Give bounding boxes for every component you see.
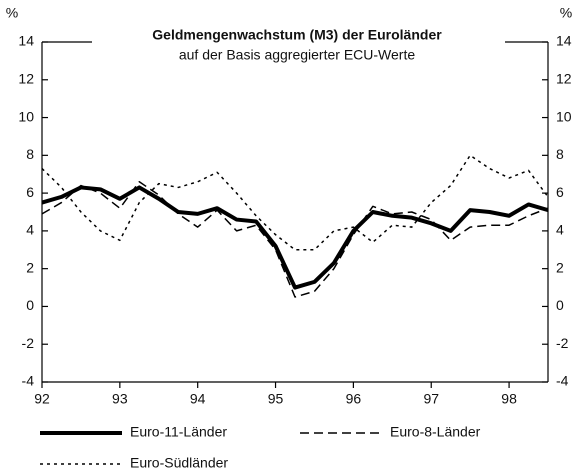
y2-tick-label: 8 (556, 146, 564, 162)
y2-tick-label: -2 (556, 335, 569, 351)
y2-tick-label: 2 (556, 259, 564, 275)
chart-title: Geldmengenwachstum (M3) der Euroländer (152, 27, 442, 43)
legend-label: Euro-11-Länder (130, 424, 227, 440)
y-tick-label: -2 (22, 335, 35, 351)
chart-subtitle: auf der Basis aggregierter ECU-Werte (179, 47, 415, 63)
x-tick-label: 92 (34, 391, 50, 407)
x-tick-label: 97 (423, 391, 439, 407)
y-tick-label: 4 (26, 222, 34, 238)
y-tick-label: 2 (26, 259, 34, 275)
y2-tick-label: 4 (556, 222, 564, 238)
y2-tick-label: 12 (556, 70, 572, 86)
y-tick-label: 6 (26, 184, 34, 200)
y2-tick-label: 10 (556, 108, 572, 124)
y-axis-label: % (6, 5, 18, 21)
y-tick-label: 10 (18, 108, 34, 124)
x-tick-label: 93 (112, 391, 128, 407)
y2-tick-label: 0 (556, 297, 564, 313)
x-tick-label: 94 (190, 391, 206, 407)
x-tick-label: 98 (501, 391, 517, 407)
series-line (41, 154, 549, 251)
y2-tick-label: 6 (556, 184, 564, 200)
series-line (41, 185, 549, 290)
y-tick-label: 0 (26, 297, 34, 313)
y-tick-label: 8 (26, 146, 34, 162)
y2-tick-label: -4 (556, 373, 569, 389)
y-tick-label: -4 (22, 373, 35, 389)
y-tick-label: 12 (18, 70, 34, 86)
x-tick-label: 96 (346, 391, 362, 407)
y-tick-label: 14 (18, 33, 34, 49)
y2-tick-label: 14 (556, 33, 572, 49)
y2-axis-label: % (560, 5, 572, 21)
legend-label: Euro-Südländer (130, 455, 228, 471)
x-tick-label: 95 (268, 391, 284, 407)
legend-label: Euro-8-Länder (390, 424, 481, 440)
series-line (41, 181, 549, 298)
